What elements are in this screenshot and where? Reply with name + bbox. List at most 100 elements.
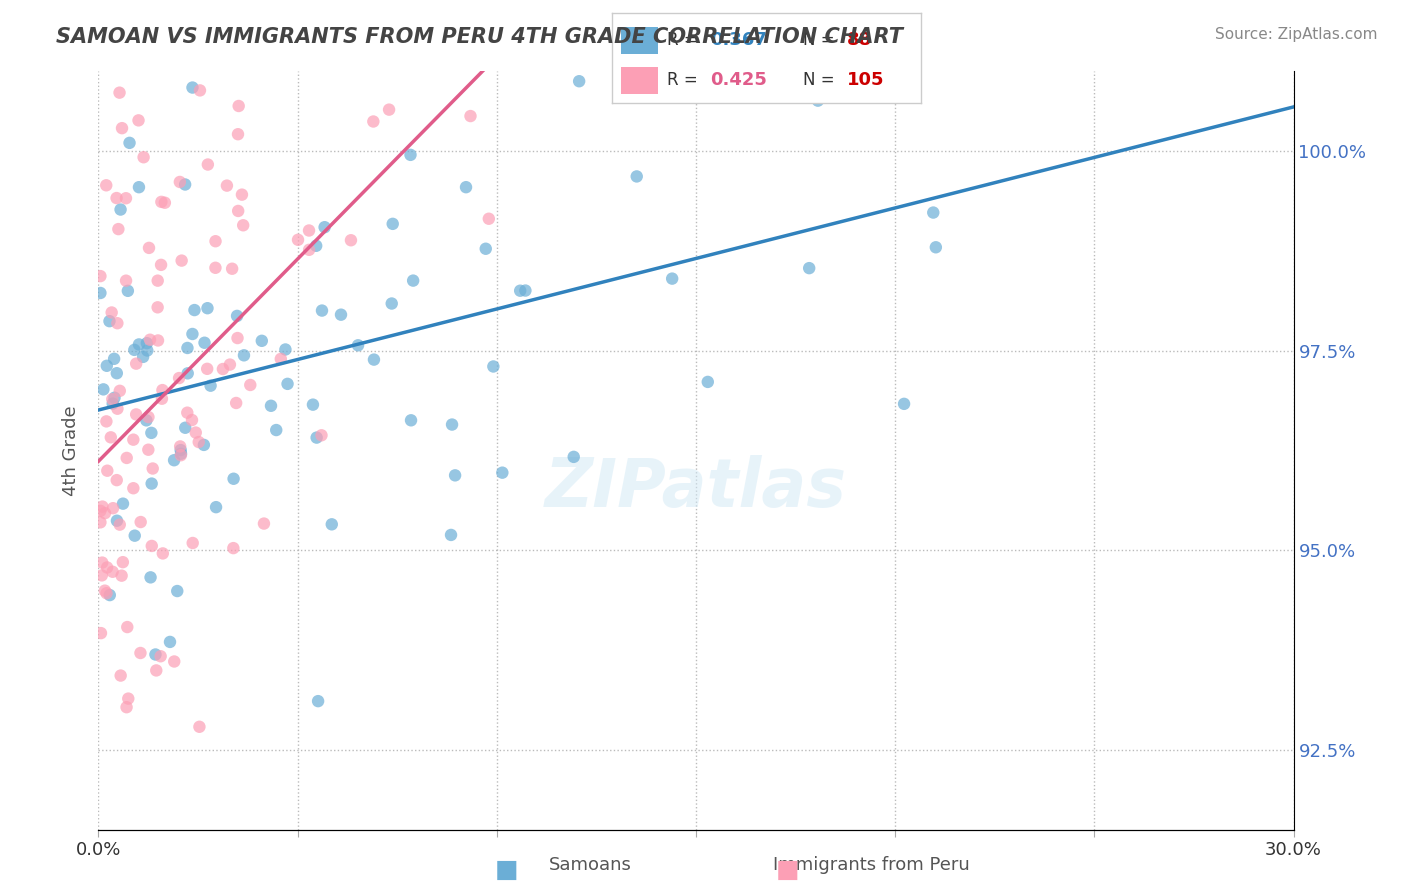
FancyBboxPatch shape [621,27,658,54]
Point [96,586,118,600]
Point [177,367,200,381]
Text: 0.367: 0.367 [710,31,768,49]
Point [562,450,585,464]
Point [347,338,370,352]
Point [128,113,150,128]
Point [96,359,118,373]
Point [277,376,299,391]
Point [91,500,114,514]
Point [183,303,205,318]
Point [89,504,111,518]
Point [153,195,176,210]
Point [228,99,250,113]
Point [132,350,155,364]
Point [222,541,245,555]
Point [181,536,204,550]
Point [89,269,111,284]
Point [298,223,321,237]
Point [284,40,307,54]
Text: SAMOAN VS IMMIGRANTS FROM PERU 4TH GRADE CORRELATION CHART: SAMOAN VS IMMIGRANTS FROM PERU 4TH GRADE… [56,27,903,46]
Point [96,560,118,574]
Point [270,351,292,366]
Text: Samoans: Samoans [550,855,631,873]
Point [108,517,131,532]
Point [107,401,129,416]
Point [100,430,122,444]
Point [274,343,297,357]
Point [110,668,132,682]
Point [105,514,128,528]
Point [215,178,238,193]
Point [135,336,157,351]
Point [146,334,169,348]
Point [163,453,186,467]
Point [302,398,325,412]
Point [181,326,204,341]
Point [141,476,163,491]
Point [807,94,830,108]
Point [118,136,141,150]
Point [321,517,343,532]
Point [226,203,249,218]
Point [170,447,193,461]
Point [170,448,193,462]
Point [110,202,132,217]
Text: R =: R = [668,31,703,49]
Point [205,500,228,515]
Text: N =: N = [803,31,841,49]
Point [193,335,215,350]
Point [111,568,134,582]
Point [93,383,115,397]
Point [145,648,167,662]
Point [159,635,181,649]
Point [212,362,235,376]
Point [115,274,138,288]
Point [170,443,193,458]
Point [169,175,191,189]
Point [444,468,467,483]
Point [193,438,215,452]
Point [176,341,198,355]
Point [105,366,128,380]
Point [381,296,404,310]
Point [101,396,124,410]
Point [146,274,169,288]
Point [135,413,157,427]
Point [103,351,125,366]
Point [305,239,328,253]
Point [363,352,385,367]
Point [150,258,173,272]
Point [138,442,160,457]
Point [94,506,117,520]
Point [111,497,134,511]
Point [150,392,173,406]
Point [91,556,114,570]
Point [226,309,249,323]
Point [287,233,309,247]
Point [117,284,139,298]
Point [515,284,537,298]
Point [454,180,477,194]
Point [187,435,209,450]
Point [163,655,186,669]
Point [90,626,112,640]
Point [181,80,204,95]
Point [260,399,283,413]
Point [125,408,148,422]
Point [111,555,134,569]
Point [169,439,191,453]
Point [141,425,163,440]
Point [115,450,138,465]
Point [115,700,138,714]
Text: ■: ■ [495,858,517,881]
Point [181,413,204,427]
Point [122,433,145,447]
Point [170,253,193,268]
Point [122,481,145,495]
Point [385,23,408,37]
Point [330,308,353,322]
Point [174,421,197,435]
Point [138,241,160,255]
Point [94,583,117,598]
Text: Immigrants from Peru: Immigrants from Peru [773,855,970,873]
